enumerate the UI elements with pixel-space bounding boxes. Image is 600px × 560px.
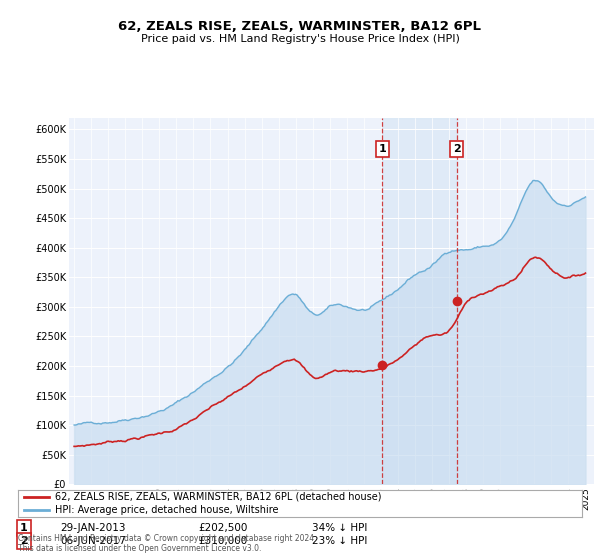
Text: £202,500: £202,500 — [198, 523, 247, 533]
Text: 62, ZEALS RISE, ZEALS, WARMINSTER, BA12 6PL: 62, ZEALS RISE, ZEALS, WARMINSTER, BA12 … — [119, 20, 482, 32]
Text: Contains HM Land Registry data © Crown copyright and database right 2024.
This d: Contains HM Land Registry data © Crown c… — [18, 534, 317, 553]
Text: 06-JUN-2017: 06-JUN-2017 — [60, 536, 126, 546]
Text: 62, ZEALS RISE, ZEALS, WARMINSTER, BA12 6PL (detached house): 62, ZEALS RISE, ZEALS, WARMINSTER, BA12 … — [55, 492, 381, 502]
Text: 23% ↓ HPI: 23% ↓ HPI — [312, 536, 367, 546]
Text: HPI: Average price, detached house, Wiltshire: HPI: Average price, detached house, Wilt… — [55, 505, 278, 515]
Bar — [382, 118, 457, 484]
Text: 1: 1 — [20, 523, 28, 533]
Text: 29-JAN-2013: 29-JAN-2013 — [60, 523, 125, 533]
Text: 2: 2 — [453, 144, 460, 154]
Text: Price paid vs. HM Land Registry's House Price Index (HPI): Price paid vs. HM Land Registry's House … — [140, 34, 460, 44]
Text: 2: 2 — [20, 536, 28, 546]
Text: 34% ↓ HPI: 34% ↓ HPI — [312, 523, 367, 533]
Text: 1: 1 — [379, 144, 386, 154]
Text: £310,000: £310,000 — [198, 536, 247, 546]
